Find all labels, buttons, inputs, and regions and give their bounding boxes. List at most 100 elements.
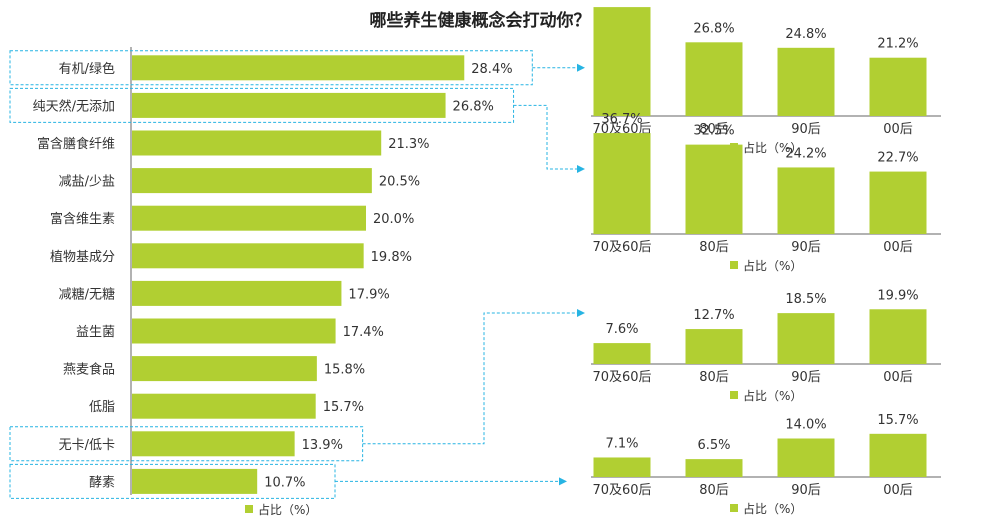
category-label: 纯天然/无添加 bbox=[33, 98, 115, 114]
detail-category-label: 80后 bbox=[699, 122, 729, 137]
main-bar bbox=[132, 205, 366, 231]
legend-swatch bbox=[730, 391, 738, 399]
detail-bar bbox=[777, 47, 835, 116]
detail-value-label: 19.9% bbox=[877, 288, 918, 303]
detail-bar bbox=[685, 42, 743, 116]
legend-label: 占比（%） bbox=[743, 140, 802, 155]
category-label: 燕麦食品 bbox=[63, 362, 115, 378]
main-bar bbox=[132, 55, 465, 81]
connector-arrowhead bbox=[559, 477, 567, 486]
detail-bar bbox=[777, 438, 835, 477]
main-bar bbox=[132, 468, 258, 494]
category-label: 益生菌 bbox=[76, 325, 115, 340]
value-label: 20.0% bbox=[373, 212, 414, 227]
detail-category-label: 80后 bbox=[699, 370, 729, 385]
detail-value-label: 15.7% bbox=[877, 413, 918, 428]
detail-value-label: 7.6% bbox=[605, 322, 638, 337]
value-label: 13.9% bbox=[302, 438, 343, 453]
detail-value-label: 22.7% bbox=[877, 151, 918, 166]
category-label: 富含维生素 bbox=[50, 211, 115, 227]
value-label: 19.8% bbox=[371, 250, 412, 265]
value-label: 21.3% bbox=[388, 137, 429, 152]
category-label: 低脂 bbox=[89, 400, 115, 415]
detail-bar bbox=[593, 343, 651, 364]
detail-value-label: 24.2% bbox=[785, 146, 826, 161]
main-bar bbox=[132, 243, 364, 269]
detail-category-label: 70及60后 bbox=[592, 483, 651, 498]
detail-value-label: 14.0% bbox=[785, 418, 826, 433]
value-label: 15.8% bbox=[324, 363, 365, 378]
main-bar bbox=[132, 318, 336, 344]
detail-bar bbox=[869, 433, 927, 477]
detail-bar bbox=[593, 7, 651, 117]
main-bar bbox=[132, 356, 317, 382]
main-bar bbox=[132, 130, 382, 156]
detail-value-label: 39.6% bbox=[601, 0, 642, 1]
detail-category-label: 80后 bbox=[699, 240, 729, 255]
legend-label: 占比（%） bbox=[258, 502, 317, 517]
detail-bar bbox=[593, 457, 651, 477]
value-label: 20.5% bbox=[379, 175, 420, 190]
category-label: 富含膳食纤维 bbox=[37, 136, 115, 152]
main-bar bbox=[132, 431, 295, 457]
detail-value-label: 36.7% bbox=[601, 112, 642, 127]
detail-category-label: 90后 bbox=[791, 370, 821, 385]
highlight-box bbox=[9, 50, 533, 86]
legend-label: 占比（%） bbox=[743, 501, 802, 516]
detail-category-label: 70及60后 bbox=[592, 370, 651, 385]
detail-bar bbox=[685, 459, 743, 477]
connector-arrowhead bbox=[577, 309, 585, 317]
detail-category-label: 00后 bbox=[883, 240, 913, 255]
detail-value-label: 7.1% bbox=[605, 436, 638, 451]
detail-value-label: 24.8% bbox=[785, 27, 826, 42]
connector-arrowhead bbox=[577, 165, 585, 173]
detail-bar bbox=[777, 313, 835, 364]
detail-value-label: 12.7% bbox=[693, 308, 734, 323]
chart-title: 哪些养生健康概念会打动你？ bbox=[369, 11, 591, 31]
main-bar bbox=[132, 92, 446, 118]
main-bar bbox=[132, 280, 342, 306]
detail-bar bbox=[685, 144, 743, 234]
highlight-box bbox=[9, 426, 364, 462]
detail-value-label: 18.5% bbox=[785, 292, 826, 307]
category-label: 植物基成分 bbox=[50, 250, 115, 265]
detail-category-label: 90后 bbox=[791, 483, 821, 498]
category-label: 减糖/无糖 bbox=[59, 286, 115, 302]
detail-category-label: 70及60后 bbox=[592, 240, 651, 255]
detail-category-label: 80后 bbox=[699, 483, 729, 498]
detail-value-label: 21.2% bbox=[877, 37, 918, 52]
main-bar bbox=[132, 393, 316, 419]
category-label: 酵素 bbox=[89, 475, 115, 490]
connector-line bbox=[513, 104, 577, 170]
legend-swatch bbox=[245, 505, 253, 513]
detail-value-label: 6.5% bbox=[697, 438, 730, 453]
detail-category-label: 00后 bbox=[883, 370, 913, 385]
detail-bar bbox=[869, 57, 927, 116]
category-label: 无卡/低卡 bbox=[59, 438, 115, 453]
detail-value-label: 32.5% bbox=[693, 124, 734, 139]
detail-bar bbox=[869, 309, 927, 364]
legend-swatch bbox=[730, 261, 738, 269]
main-bar bbox=[132, 168, 372, 194]
legend-label: 占比（%） bbox=[743, 258, 802, 273]
detail-category-label: 00后 bbox=[883, 483, 913, 498]
detail-value-label: 26.8% bbox=[693, 21, 734, 36]
value-label: 26.8% bbox=[453, 99, 494, 114]
detail-category-label: 90后 bbox=[791, 240, 821, 255]
value-label: 10.7% bbox=[264, 475, 305, 490]
value-label: 15.7% bbox=[323, 400, 364, 415]
legend-swatch bbox=[730, 504, 738, 512]
category-label: 减盐/少盐 bbox=[59, 175, 115, 190]
value-label: 17.9% bbox=[348, 287, 389, 302]
connector-line bbox=[362, 312, 577, 445]
detail-bar bbox=[685, 329, 743, 364]
value-label: 28.4% bbox=[471, 62, 512, 77]
value-label: 17.4% bbox=[343, 325, 384, 340]
legend-label: 占比（%） bbox=[743, 388, 802, 403]
detail-bar bbox=[869, 171, 927, 234]
detail-bar bbox=[777, 167, 835, 234]
category-label: 有机/绿色 bbox=[59, 61, 115, 77]
detail-category-label: 90后 bbox=[791, 122, 821, 137]
detail-category-label: 00后 bbox=[883, 122, 913, 137]
